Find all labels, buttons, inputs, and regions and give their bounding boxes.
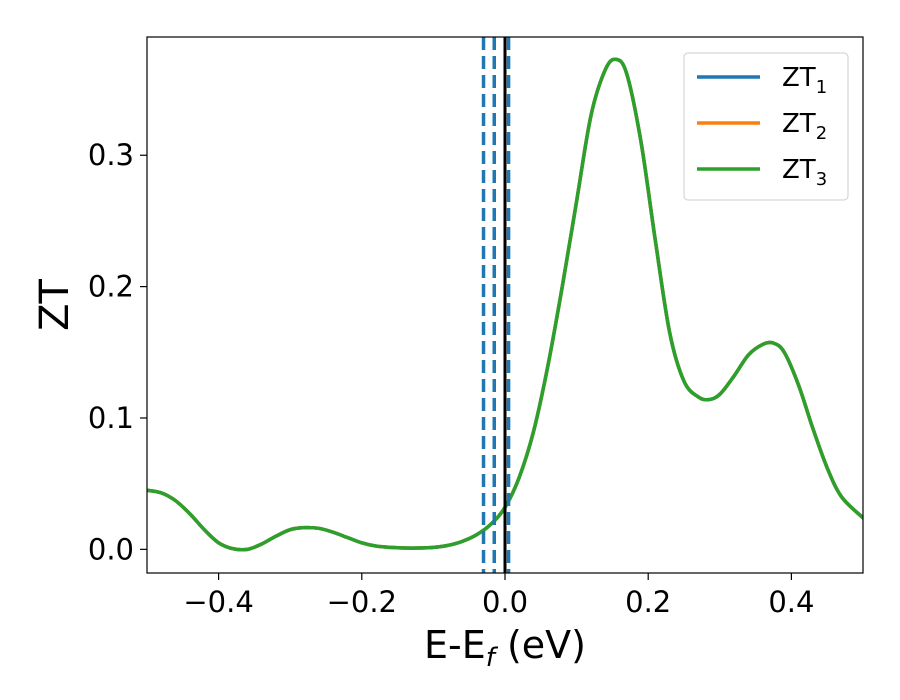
x-tick-label: −0.4 bbox=[183, 585, 253, 619]
y-axis-title: ZT bbox=[32, 279, 78, 331]
x-tick-label: 0.2 bbox=[625, 585, 671, 619]
legend-label-zt3: ZT3 bbox=[782, 155, 827, 190]
x-axis-title: E-Ef (eV) bbox=[424, 623, 586, 673]
y-axis-ticks: 0.0 0.1 0.2 0.3 bbox=[88, 138, 147, 566]
x-tick-label: 0.0 bbox=[482, 585, 528, 619]
series-line-zt3 bbox=[147, 57, 863, 552]
y-tick-label: 0.2 bbox=[88, 270, 134, 304]
x-tick-label: −0.2 bbox=[327, 585, 397, 619]
y-tick-label: 0.1 bbox=[88, 401, 134, 435]
legend-items: ZT1 ZT2 ZT3 bbox=[697, 63, 827, 190]
y-tick-label: 0.3 bbox=[88, 138, 134, 172]
x-axis-title-unit: (eV) bbox=[495, 623, 586, 667]
x-tick-label: 0.4 bbox=[768, 585, 814, 619]
legend-label-zt1: ZT1 bbox=[782, 63, 827, 98]
plot-lines bbox=[147, 57, 863, 552]
legend: ZT1 ZT2 ZT3 bbox=[683, 52, 849, 201]
x-axis-ticks: −0.4 −0.2 0.0 0.2 0.4 bbox=[183, 573, 814, 619]
vertical-reference-lines bbox=[481, 37, 511, 573]
legend-label-zt2: ZT2 bbox=[782, 109, 827, 144]
y-tick-label: 0.0 bbox=[88, 532, 134, 566]
legend-box bbox=[683, 52, 849, 201]
x-axis-title-main: E-E bbox=[424, 623, 486, 667]
